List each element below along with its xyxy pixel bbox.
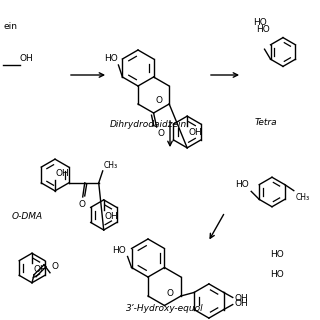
Text: O: O	[166, 289, 173, 298]
Text: O-DMA: O-DMA	[12, 212, 43, 221]
Text: O: O	[157, 129, 164, 138]
Text: 3’-Hydroxy-equol: 3’-Hydroxy-equol	[126, 304, 203, 313]
Text: OH: OH	[33, 265, 47, 274]
Text: CH₃: CH₃	[104, 161, 118, 170]
Text: HO: HO	[253, 18, 267, 27]
Text: Dihrydrodaidzein: Dihrydrodaidzein	[110, 120, 187, 129]
Text: OH: OH	[20, 54, 34, 63]
Text: O: O	[156, 96, 163, 105]
Text: OH: OH	[235, 300, 248, 308]
Text: OH: OH	[235, 293, 248, 302]
Text: HO: HO	[270, 270, 284, 279]
Text: Tetra: Tetra	[255, 118, 278, 127]
Text: OH: OH	[56, 169, 70, 178]
Text: O: O	[78, 200, 85, 209]
Text: ein: ein	[3, 22, 17, 31]
Text: HO: HO	[256, 25, 270, 34]
Text: HO: HO	[104, 54, 117, 63]
Text: HO: HO	[236, 180, 249, 189]
Text: CH₃: CH₃	[296, 193, 310, 202]
Text: O: O	[52, 262, 59, 271]
Text: OH: OH	[105, 212, 118, 221]
Text: HO: HO	[270, 250, 284, 259]
Text: OH: OH	[188, 128, 202, 137]
Text: HO: HO	[112, 245, 125, 254]
